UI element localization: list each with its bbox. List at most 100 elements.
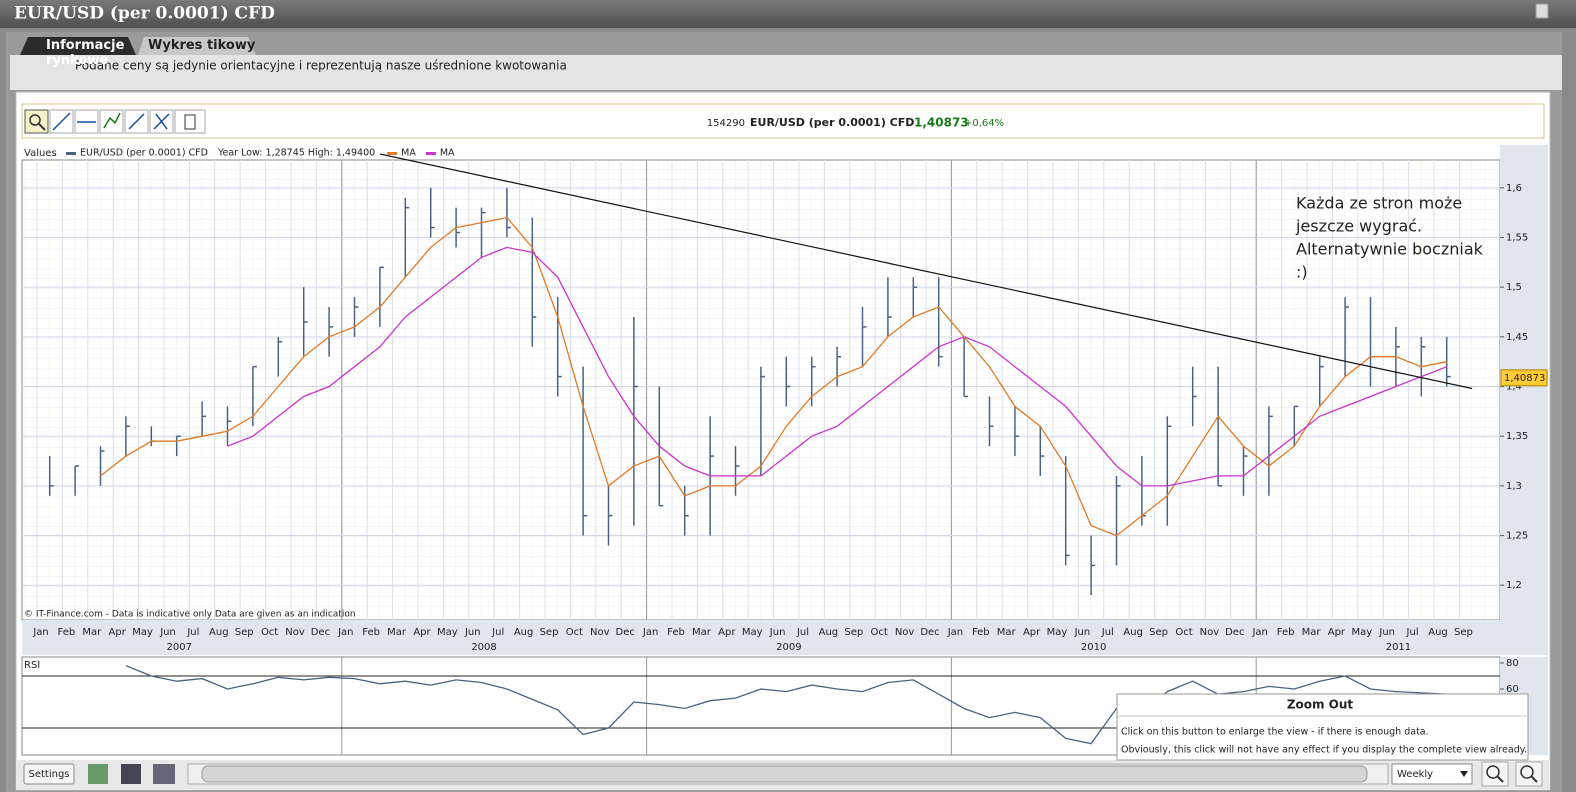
x-tick-label: Jun [1378,627,1395,638]
last-price-label: 1,40873 [1504,373,1545,384]
x-tick-label: Jun [464,627,481,638]
x-tick-label: Nov [895,627,915,638]
y-tick-label: 1,2 [1506,580,1522,591]
moving-average [227,246,1447,487]
y-tick-label: 1,55 [1506,232,1528,243]
year-label: 2008 [471,642,496,653]
tool-icons[interactable] [24,109,206,134]
period-select[interactable] [1391,763,1473,785]
x-tick-label: Sep [1454,627,1473,638]
y-tick-label: 1,5 [1506,282,1522,293]
x-tick-label: Nov [590,627,610,638]
annotation: :) [1296,263,1308,282]
disclaimer: Podane ceny są jedynie orientacyjne i re… [75,59,567,73]
header-title: EUR/USD (per 0.0001) CFD [14,4,275,24]
x-tick-label: Aug [1123,627,1143,638]
tab-label[interactable]: Wykres tikowy [148,38,256,53]
x-tick-label: Apr [109,627,127,638]
x-tick-label: Mar [997,627,1017,638]
annotation: jeszcze wygrać. [1295,217,1422,236]
settings-label: Settings [28,769,69,780]
x-tick-label: Feb [1277,627,1295,638]
year-label: 2010 [1081,642,1106,653]
x-tick-label: Jun [159,627,176,638]
settings-button[interactable] [23,763,75,785]
y-tick-label: 1,4 [1506,382,1522,393]
x-tick-label: Oct [261,627,278,638]
bottom-icons[interactable] [88,764,175,784]
trendline [379,153,1473,390]
x-tick-label: Dec [1225,627,1244,638]
x-tick-label: Oct [871,627,888,638]
tab-inactive[interactable] [138,37,256,55]
x-tick-label: Jul [796,627,809,638]
chart-layer: Jan Feb Mar Apr May Jun Jul Aug Sep Oct Nov Dec Jan F… [22,148,1548,755]
y-tick-label: 80 [1506,658,1519,669]
x-tick-label: Apr [1023,627,1041,638]
x-tick-label: Mar [387,627,407,638]
rsi-line [125,664,1447,745]
zoom-buttons[interactable] [1481,761,1543,787]
info-panel [10,55,1562,90]
x-tick-label: Sep [844,627,863,638]
year-range: Year Low: 1,28745 High: 1,49400 [217,148,375,159]
legend-swatch [66,152,76,155]
instrument-code: 154290 [707,118,745,129]
x-tick-label: May [437,627,458,638]
x-tick-label: Nov [285,627,305,638]
header-bar [0,0,1576,28]
tooltip-box [1116,693,1529,761]
chart-toolbar [21,103,1545,139]
x-tick-label: May [1047,627,1068,638]
x-tick-label: Jan [337,627,353,638]
x-tick-label: Sep [235,627,254,638]
tooltip-line: Obviously, this click will not have any … [1121,745,1527,756]
x-tick-label: Oct [566,627,583,638]
annotation: Każda ze stron może [1296,194,1462,213]
year-label: 2009 [776,642,801,653]
x-tick-label: Jul [1406,627,1419,638]
scroll-thumb[interactable] [201,765,1368,783]
x-tick-label: Jun [1074,627,1091,638]
tab-active[interactable] [20,37,136,55]
x-tick-label: Feb [362,627,380,638]
x-tick-label: May [1351,627,1372,638]
x-tick-label: May [132,627,153,638]
menu-icon[interactable] [1535,3,1549,19]
x-tick-label: Feb [972,627,990,638]
y-tick-label: 1,35 [1506,431,1528,442]
y-tick-label: 1,25 [1506,531,1528,542]
x-tick-label: Feb [667,627,685,638]
year-label: 2011 [1386,642,1411,653]
x-tick-label: May [742,627,763,638]
price-change: +0,64% [964,118,1004,129]
rsi-title: RSI [24,660,40,671]
x-tick-label: Aug [1428,627,1448,638]
x-tick-label: Aug [514,627,534,638]
x-tick-label: Sep [540,627,559,638]
tab-label[interactable]: Informacje rynkowe [46,38,125,68]
x-tick-label: Dec [311,627,330,638]
x-tick-label: Mar [1302,627,1322,638]
period-label: Weekly [1397,769,1433,780]
x-tick-label: Aug [819,627,839,638]
x-tick-label: Aug [209,627,229,638]
x-tick-label: Oct [1175,627,1192,638]
y-tick-label: 1,6 [1506,183,1522,194]
x-tick-label: Sep [1149,627,1168,638]
x-tick-label: Dec [616,627,635,638]
x-tick-label: Jan [947,627,963,638]
x-tick-label: Jul [186,627,199,638]
legend-title: Values [24,148,57,159]
last-price: 1,40873 [914,116,969,130]
tooltip-title: Zoom Out [1287,698,1354,712]
tooltip: Zoom Out Click on this button to enlarge… [1116,693,1529,761]
legend-label: MA [440,148,455,159]
year-label: 2007 [167,642,192,653]
x-tick-label: Mar [82,627,102,638]
x-tick-label: Apr [1328,627,1346,638]
last-price-marker [1500,369,1548,387]
legend-label: EUR/USD (per 0.0001) CFD [80,148,208,159]
instrument-name: EUR/USD (per 0.0001) CFD [750,116,914,129]
